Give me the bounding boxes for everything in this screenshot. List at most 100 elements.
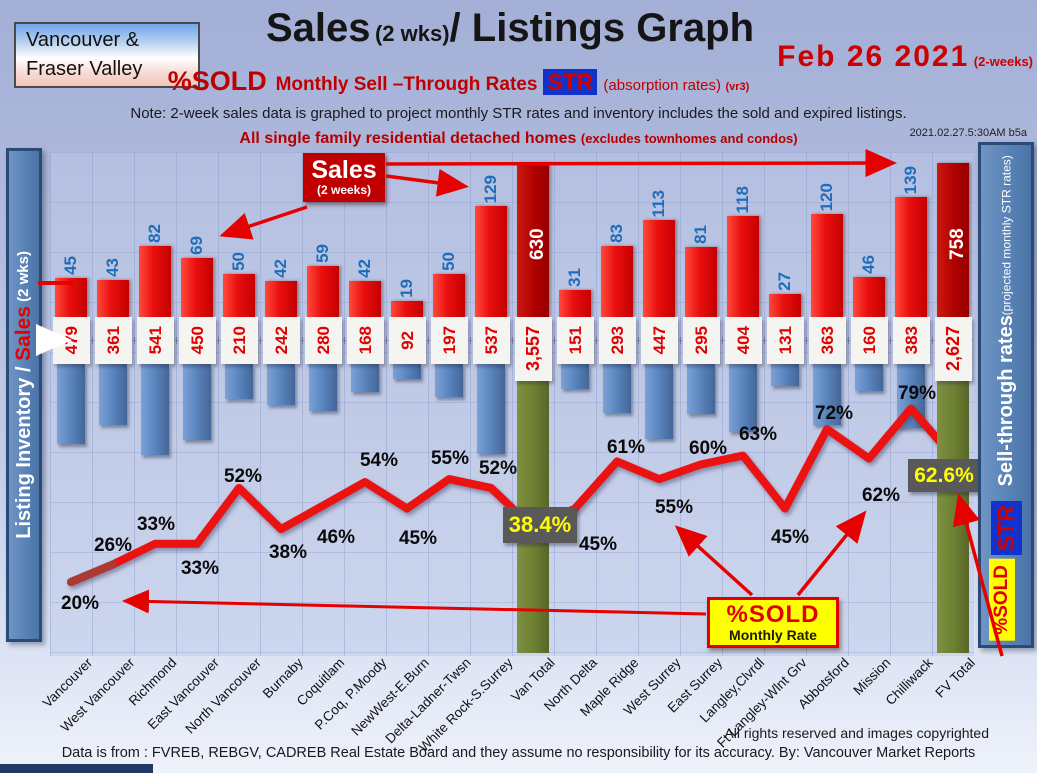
sales-value: 120 <box>817 182 836 211</box>
str-value-label: 45% <box>578 533 618 555</box>
sales-value: 139 <box>901 165 920 194</box>
str-badge: STR <box>543 69 598 95</box>
str-value-label: 62% <box>861 484 901 506</box>
inventory-value: 160 <box>859 326 879 355</box>
inventory-value: 242 <box>271 326 291 355</box>
sales-value: 82 <box>145 224 164 243</box>
str-value-label: 26% <box>93 535 133 557</box>
van-total-str-badge: 38.4% <box>503 507 577 543</box>
inventory-value: 295 <box>691 326 711 355</box>
inventory-value: 2,627 <box>943 326 963 372</box>
inventory-value-box: 92 <box>389 317 426 364</box>
str-value-label: 63% <box>738 423 778 445</box>
str-value-label: 55% <box>430 448 470 470</box>
str-value-label: 45% <box>398 527 438 549</box>
inventory-bar <box>603 364 631 413</box>
right-axis-text: Sell-through rates (projected monthly ST… <box>995 145 1018 497</box>
category-label: West Vancouver <box>57 655 138 735</box>
left-axis-part3: (2 wks) <box>15 251 32 307</box>
inventory-value: 197 <box>439 326 459 355</box>
sales-value: 81 <box>691 225 710 244</box>
inventory-value: 541 <box>145 326 165 355</box>
sales-bar <box>475 206 507 317</box>
inventory-value-box: 541 <box>137 317 174 364</box>
str-value-label: 55% <box>654 497 694 519</box>
sales-bar <box>601 246 633 317</box>
inventory-bar <box>141 364 169 455</box>
inventory-value-box: 295 <box>683 317 720 364</box>
inventory-value-box: 479 <box>53 317 90 364</box>
title-main: Sales <box>265 6 371 50</box>
str-value-label: 45% <box>770 526 810 548</box>
sales-bar <box>727 216 759 317</box>
inventory-value-box: 160 <box>851 317 888 364</box>
region-logo: Vancouver & Fraser Valley <box>14 22 200 88</box>
inventory-value-box: 383 <box>893 317 930 364</box>
scope-text: All single family residential detached h… <box>0 130 1037 148</box>
total-inventory-bar <box>937 363 969 653</box>
inventory-value-box: 242 <box>263 317 300 364</box>
inventory-value-box: 450 <box>179 317 216 364</box>
inventory-value-box: 363 <box>809 317 846 364</box>
sales-bar <box>769 294 801 317</box>
inventory-bar <box>435 364 463 397</box>
bottom-left-strip <box>0 764 153 773</box>
inventory-value: 447 <box>649 326 669 355</box>
sales-callout-sub: (2 weeks) <box>316 183 372 197</box>
inventory-value: 280 <box>313 326 333 355</box>
str-value-label: 72% <box>814 403 854 425</box>
inventory-bar <box>729 364 757 432</box>
inventory-bar <box>561 364 589 389</box>
sales-value: 129 <box>481 174 500 203</box>
sales-bar <box>265 281 297 317</box>
inventory-value-box: 131 <box>767 317 804 364</box>
pct-sold-callout-sub: Monthly Rate <box>729 626 817 643</box>
pct-sold-callout: %SOLD Monthly Rate <box>707 597 839 648</box>
str-value-label: 52% <box>478 457 518 479</box>
inventory-bar <box>309 364 337 411</box>
sales-bar <box>223 274 255 317</box>
sales-bar <box>643 220 675 317</box>
inventory-bar <box>225 364 253 399</box>
subtitle-pct-sold: %SOLD <box>167 66 267 96</box>
sales-value: 42 <box>355 259 374 278</box>
inventory-bar <box>393 364 421 379</box>
total-sales-bar <box>937 163 969 317</box>
report-date: Feb 26 2021 (2-weeks) <box>777 40 1033 74</box>
date-suffix: (2-weeks) <box>973 54 1033 69</box>
sales-value: 59 <box>313 244 332 263</box>
sales-value: 69 <box>187 236 206 255</box>
inventory-value: 450 <box>187 326 207 355</box>
pct-sold-callout-title: %SOLD <box>726 600 820 628</box>
data-source-text: Data is from : FVREB, REBGV, CADREB Real… <box>61 745 976 761</box>
sales-value: 118 <box>733 185 752 213</box>
inventory-value-box: 210 <box>221 317 258 364</box>
str-value-label: 52% <box>223 465 263 487</box>
subtitle-absorption: (absorption rates) <box>603 77 721 94</box>
inventory-value: 383 <box>901 326 921 355</box>
sales-value: 113 <box>649 189 668 217</box>
inventory-value: 404 <box>733 326 753 355</box>
logo-line2: Fraser Valley <box>26 58 143 80</box>
sales-callout: Sales (2 weeks) <box>303 153 385 202</box>
inventory-value-box: 293 <box>599 317 636 364</box>
sales-value: 83 <box>607 224 626 243</box>
inventory-value: 361 <box>103 326 123 355</box>
inventory-bar <box>267 364 295 405</box>
inventory-value: 92 <box>397 331 417 350</box>
fv-total-str-badge: 62.6% <box>908 459 980 492</box>
sales-bar <box>559 290 591 317</box>
scope-main: All single family residential detached h… <box>239 130 577 147</box>
title-rest: / Listings Graph <box>449 6 755 50</box>
inventory-value: 363 <box>817 326 837 355</box>
inventory-value: 151 <box>565 326 585 355</box>
inventory-value-box: 197 <box>431 317 468 364</box>
page-title: Sales (2 wks)/ Listings Graph <box>210 6 810 51</box>
str-value-label: 38% <box>268 542 308 564</box>
sales-value: 27 <box>775 272 794 291</box>
right-axis-sold-badge: %SOLD <box>989 559 1015 641</box>
inventory-value-box: 3,557 <box>515 317 552 381</box>
left-axis-text: Listing Inventory / Sales (2 wks) <box>12 251 36 539</box>
sales-value: 19 <box>397 279 416 298</box>
right-axis-str-badge: STR <box>990 501 1022 556</box>
